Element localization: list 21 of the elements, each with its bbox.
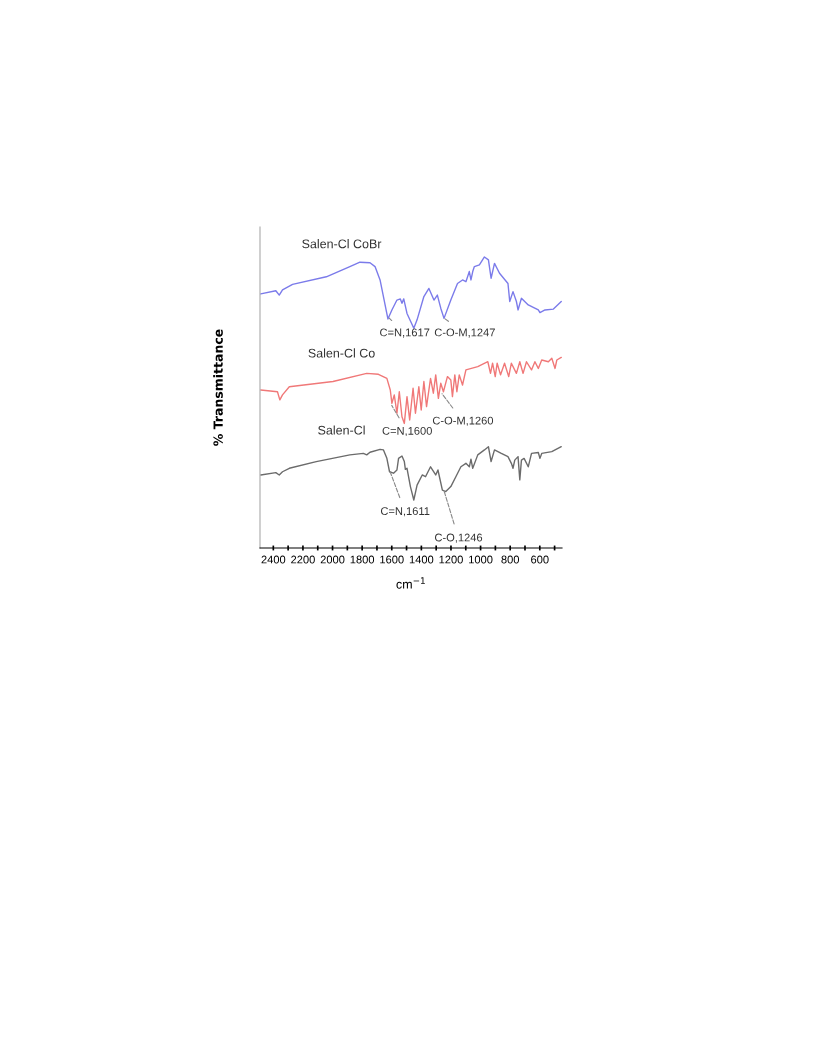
x-tick-label: 1000: [469, 555, 493, 564]
x-tick-label: 1600: [380, 555, 404, 564]
series-label: Salen-Cl CoBr: [302, 239, 382, 249]
x-tick-label: 2400: [261, 555, 286, 564]
y-axis-title: % Transmittance: [213, 329, 223, 446]
x-tick-label: 1400: [409, 555, 434, 564]
x-tick-label: 2000: [320, 555, 345, 564]
annotation: C=N,1600: [382, 426, 432, 437]
x-tick-label: 800: [501, 555, 520, 564]
annotation: C=N,1611: [380, 507, 430, 517]
x-tick-label: 1200: [439, 555, 463, 564]
x-tick-label: 1800: [350, 555, 375, 564]
annotation: C=N,1617: [380, 328, 430, 338]
annotation: C-O-M,1247: [434, 328, 495, 338]
x-axis-title: cm$^{−1}$: [396, 577, 425, 589]
annotation: C-O-M,1260: [432, 416, 494, 426]
x-tick-label: 600: [531, 555, 549, 564]
annotation: C-O,1246: [435, 533, 483, 543]
series-label: Salen-Cl: [318, 425, 365, 435]
series-label: Salen-Cl Co: [308, 348, 375, 358]
x-tick-label: 2200: [291, 555, 315, 564]
